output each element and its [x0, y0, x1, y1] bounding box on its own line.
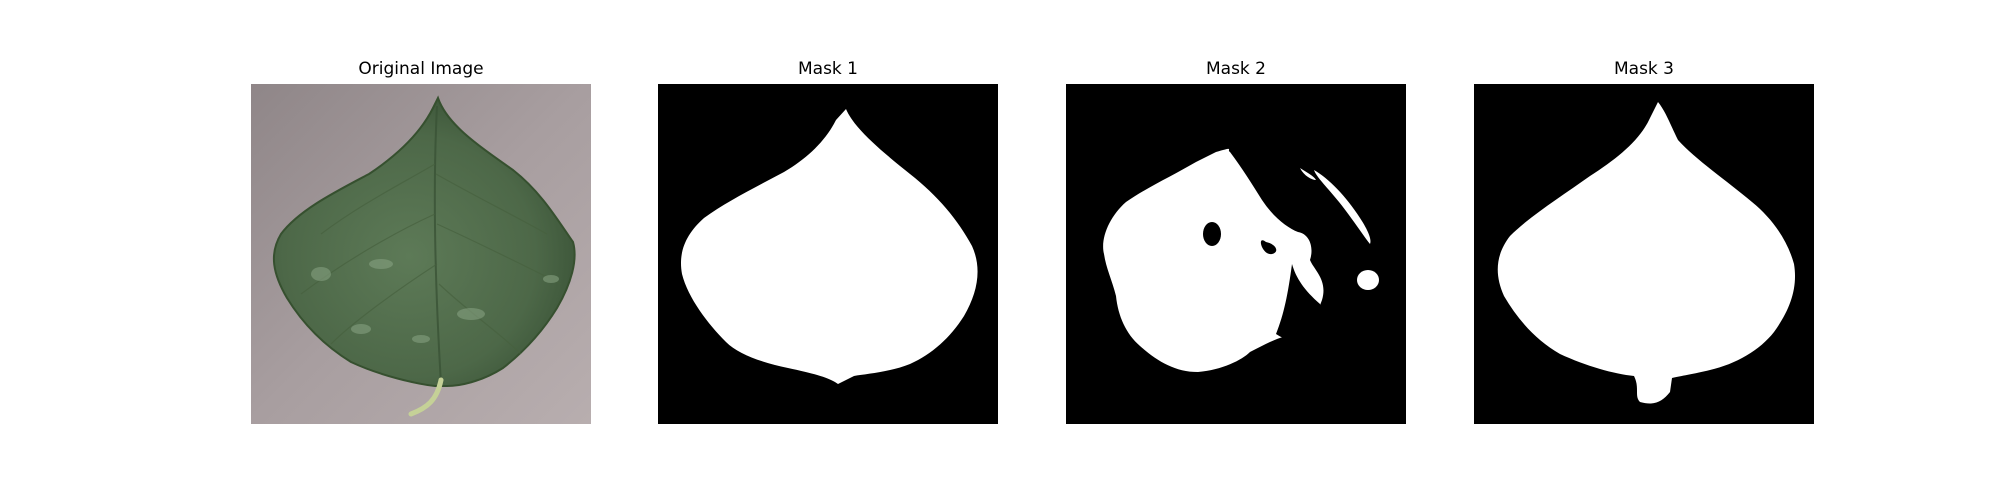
panel-title: Mask 1 — [797, 59, 858, 79]
panel-mask-3: Mask 3 — [1474, 56, 1814, 442]
leaf-midrib — [433, 105, 442, 385]
leaf-highlights — [311, 259, 559, 343]
panel-mask-1: Mask 1 — [658, 56, 998, 442]
mask-fragments — [1300, 168, 1379, 290]
mask-2-image — [1066, 84, 1406, 424]
panel-mask-2: Mask 2 — [1066, 56, 1406, 442]
mask-foreground — [1497, 102, 1796, 404]
leaf-blade — [272, 95, 576, 387]
original-leaf-photo — [251, 84, 591, 424]
panel-title: Mask 3 — [1613, 59, 1674, 79]
panel-title: Original Image — [358, 59, 484, 79]
panel-title: Mask 2 — [1205, 59, 1266, 79]
panel-original-image: Original Image — [251, 56, 591, 442]
mask-foreground — [680, 109, 978, 384]
mask-1-image — [658, 84, 998, 424]
mask-3-image — [1474, 84, 1814, 424]
mask-foreground — [1103, 148, 1324, 372]
mask-holes — [1203, 222, 1328, 345]
leaf-stem — [408, 377, 444, 417]
